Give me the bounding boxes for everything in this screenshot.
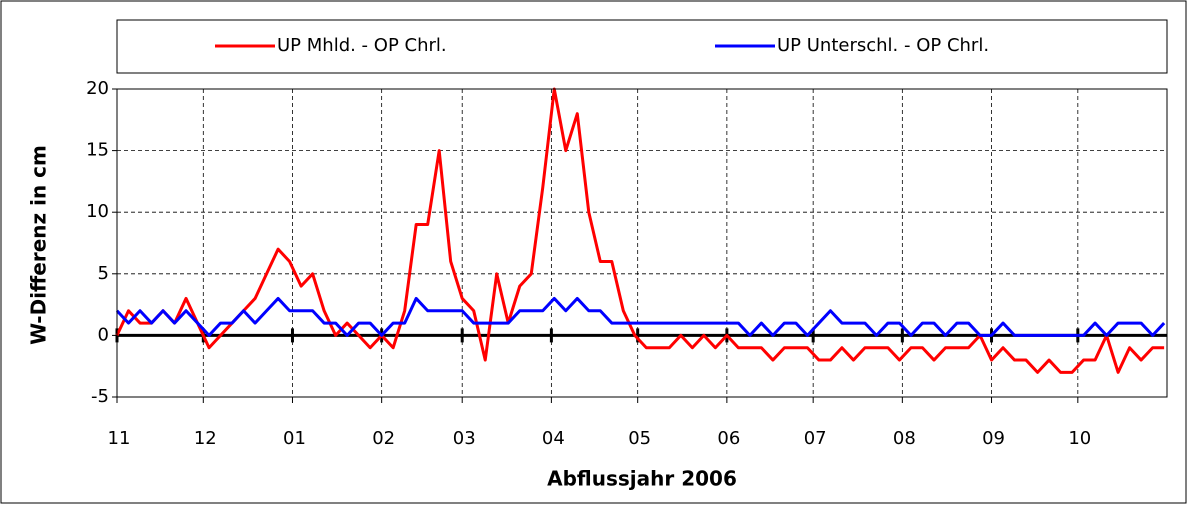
legend-label: UP Unterschl. - OP Chrl. bbox=[777, 35, 989, 56]
x-tick-label: 04 bbox=[542, 428, 565, 449]
x-tick-label: 07 bbox=[804, 428, 827, 449]
y-tick-label: 10 bbox=[86, 201, 109, 222]
x-tick-label: 12 bbox=[194, 428, 217, 449]
legend-label: UP Mhld. - OP Chrl. bbox=[277, 35, 447, 56]
y-tick-label: 0 bbox=[98, 324, 109, 345]
x-tick-label: 08 bbox=[893, 428, 916, 449]
x-tick-label: 05 bbox=[628, 428, 651, 449]
legend bbox=[116, 19, 1168, 74]
y-tick-label: 20 bbox=[86, 78, 109, 99]
x-tick-label: 10 bbox=[1068, 428, 1091, 449]
x-tick-label: 06 bbox=[717, 428, 740, 449]
x-tick-label: 09 bbox=[982, 428, 1005, 449]
y-axis-title: W-Differenz in cm bbox=[27, 145, 51, 345]
y-tick-label: 5 bbox=[98, 263, 109, 284]
series-line bbox=[115, 296, 1166, 337]
x-tick-label: 01 bbox=[283, 428, 306, 449]
series-line bbox=[115, 87, 1165, 374]
y-tick-label: 15 bbox=[86, 140, 109, 161]
plot-area bbox=[117, 89, 1167, 397]
x-tick-label: 11 bbox=[108, 428, 131, 449]
plot-border bbox=[116, 88, 1168, 398]
x-tick-label: 03 bbox=[453, 428, 476, 449]
y-tick-label: -5 bbox=[91, 386, 109, 407]
x-tick-label: 02 bbox=[372, 428, 395, 449]
x-axis-title: Abflussjahr 2006 bbox=[547, 467, 737, 491]
